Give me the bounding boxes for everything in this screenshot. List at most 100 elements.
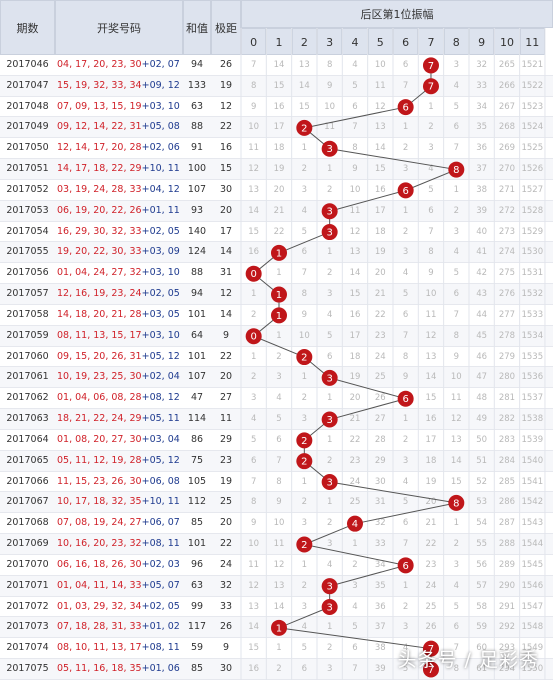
miss-value: 273 bbox=[498, 226, 516, 237]
sum-cell: 91 bbox=[190, 142, 204, 154]
sum-cell: 140 bbox=[187, 225, 207, 237]
table-row: 2017051 14, 17, 18, 22, 29+10, 11 100 15 12 1… bbox=[0, 159, 553, 180]
table-row: 2017046 04, 17, 20, 23, 30+02, 07 94 26 7 14 1… bbox=[0, 55, 553, 76]
miss-value: 2 bbox=[250, 309, 257, 320]
miss-value: 24 bbox=[349, 476, 361, 487]
miss-value: 10 bbox=[349, 184, 361, 195]
back-numbers: +02, 07 bbox=[141, 59, 180, 70]
numbers-cell: 06, 16, 18, 26, 30+02, 03 bbox=[55, 555, 183, 576]
miss-value: 52 bbox=[476, 476, 488, 487]
span-cell: 12 bbox=[219, 288, 233, 300]
miss-value: 2 bbox=[276, 351, 282, 362]
back-numbers: +05, 12 bbox=[141, 350, 180, 362]
miss-value: 17 bbox=[374, 205, 386, 216]
table-row: 2017072 01, 03, 29, 32, 34+02, 05 99 33 13 14… bbox=[0, 596, 553, 618]
miss-value: 1544 bbox=[521, 539, 544, 550]
miss-value: 290 bbox=[498, 580, 516, 591]
table-row: 2017050 12, 14, 17, 20, 28+02, 06 91 16 11 18… bbox=[0, 138, 553, 160]
sum-cell: 88 bbox=[190, 121, 204, 133]
miss-value: 55 bbox=[476, 539, 488, 550]
miss-value: 57 bbox=[476, 580, 488, 591]
miss-value: 3 bbox=[402, 164, 409, 175]
numbers-cell: 10, 16, 20, 23, 32+08, 11 bbox=[55, 534, 183, 555]
miss-value: 24 bbox=[425, 580, 437, 591]
miss-value: 13 bbox=[374, 122, 386, 133]
back-numbers: +05, 11 bbox=[141, 413, 180, 425]
miss-value: 3 bbox=[301, 414, 308, 425]
miss-value: 25 bbox=[425, 601, 437, 612]
miss-value: 1 bbox=[428, 101, 434, 112]
front-numbers: 18, 21, 22, 24, 29 bbox=[57, 413, 142, 425]
back-numbers: +04, 12 bbox=[141, 183, 180, 195]
miss-value: 9 bbox=[276, 497, 282, 508]
miss-value: 13 bbox=[273, 580, 285, 591]
front-numbers: 05, 11, 16, 18, 35 bbox=[57, 663, 142, 675]
miss-value: 8 bbox=[250, 497, 257, 508]
miss-value: 1 bbox=[250, 351, 257, 362]
miss-value: 20 bbox=[425, 497, 437, 508]
numbers-cell: 09, 12, 14, 22, 31+05, 08 bbox=[55, 117, 183, 138]
miss-value: 19 bbox=[273, 164, 285, 175]
miss-value: 280 bbox=[498, 372, 516, 383]
miss-value: 6 bbox=[301, 247, 308, 258]
back-numbers: +01, 06 bbox=[141, 663, 180, 675]
table-row: 2017069 10, 16, 20, 23, 32+08, 11 101 22 10 1… bbox=[0, 534, 553, 555]
header-period: 期数 bbox=[0, 0, 55, 55]
back-numbers: +08, 12 bbox=[141, 392, 180, 404]
sum-cell: 133 bbox=[187, 79, 207, 91]
miss-value: 6 bbox=[326, 351, 333, 362]
numbers-cell: 12, 14, 17, 20, 28+02, 06 bbox=[55, 138, 183, 159]
miss-value: 60 bbox=[476, 643, 488, 654]
numbers-cell: 10, 17, 18, 32, 35+10, 11 bbox=[55, 492, 183, 513]
numbers-cell: 14, 17, 18, 22, 29+10, 11 bbox=[55, 159, 183, 180]
back-numbers: +03, 09 bbox=[141, 246, 180, 258]
front-numbers: 10, 17, 18, 32, 35 bbox=[57, 496, 142, 508]
miss-value: 16 bbox=[374, 184, 386, 195]
front-numbers: 06, 19, 20, 22, 26 bbox=[57, 204, 142, 216]
back-numbers: +02, 05 bbox=[141, 600, 180, 612]
miss-value: 5 bbox=[352, 622, 358, 633]
period-cell: 2017075 bbox=[6, 663, 49, 675]
miss-value: 23 bbox=[425, 559, 437, 570]
miss-value: 4 bbox=[301, 205, 308, 216]
sum-cell: 100 bbox=[187, 163, 207, 175]
miss-value: 3 bbox=[352, 580, 358, 591]
span-cell: 25 bbox=[219, 496, 233, 508]
miss-value: 11 bbox=[273, 539, 285, 550]
zone-col-header: 8 bbox=[443, 28, 469, 55]
numbers-cell: 14, 18, 20, 21, 28+03, 05 bbox=[55, 305, 183, 326]
miss-value: 13 bbox=[450, 434, 462, 445]
front-numbers: 08, 11, 13, 15, 17 bbox=[57, 329, 142, 341]
miss-value: 46 bbox=[476, 351, 488, 362]
miss-value: 14 bbox=[273, 601, 285, 612]
miss-value: 2 bbox=[453, 539, 459, 550]
miss-value: 47 bbox=[476, 372, 488, 383]
period-cell: 2017057 bbox=[6, 288, 49, 300]
miss-value: 42 bbox=[476, 268, 488, 279]
span-cell: 17 bbox=[219, 225, 233, 237]
back-numbers: +03, 10 bbox=[141, 329, 180, 341]
miss-value: 15 bbox=[273, 80, 285, 91]
front-numbers: 01, 08, 20, 27, 30 bbox=[57, 433, 142, 445]
sum-cell: 96 bbox=[190, 558, 204, 570]
miss-value: 24 bbox=[374, 351, 386, 362]
miss-value: 4 bbox=[453, 247, 459, 258]
sum-cell: 94 bbox=[190, 59, 204, 70]
period-cell: 2017071 bbox=[6, 579, 49, 591]
sum-cell: 63 bbox=[190, 100, 204, 112]
miss-value: 8 bbox=[326, 60, 333, 70]
miss-value: 2 bbox=[326, 518, 333, 529]
zone-col-header: 3 bbox=[316, 28, 343, 55]
miss-value: 9 bbox=[250, 101, 257, 112]
miss-value: 39 bbox=[476, 205, 488, 216]
numbers-cell: 05, 11, 12, 19, 28+05, 12 bbox=[55, 451, 183, 472]
miss-value: 7 bbox=[301, 268, 308, 279]
table-row: 2017073 07, 18, 28, 31, 33+01, 02 117 26 14 4… bbox=[0, 617, 553, 639]
back-numbers: +02, 03 bbox=[141, 558, 180, 570]
miss-value: 6 bbox=[402, 309, 409, 320]
miss-value: 6 bbox=[453, 289, 459, 300]
miss-value: 16 bbox=[349, 309, 361, 320]
back-numbers: +02, 06 bbox=[141, 142, 180, 154]
table-row: 2017048 07, 09, 13, 15, 19+03, 10 63 12 9 16 1… bbox=[0, 96, 553, 118]
miss-value: 277 bbox=[498, 309, 516, 320]
